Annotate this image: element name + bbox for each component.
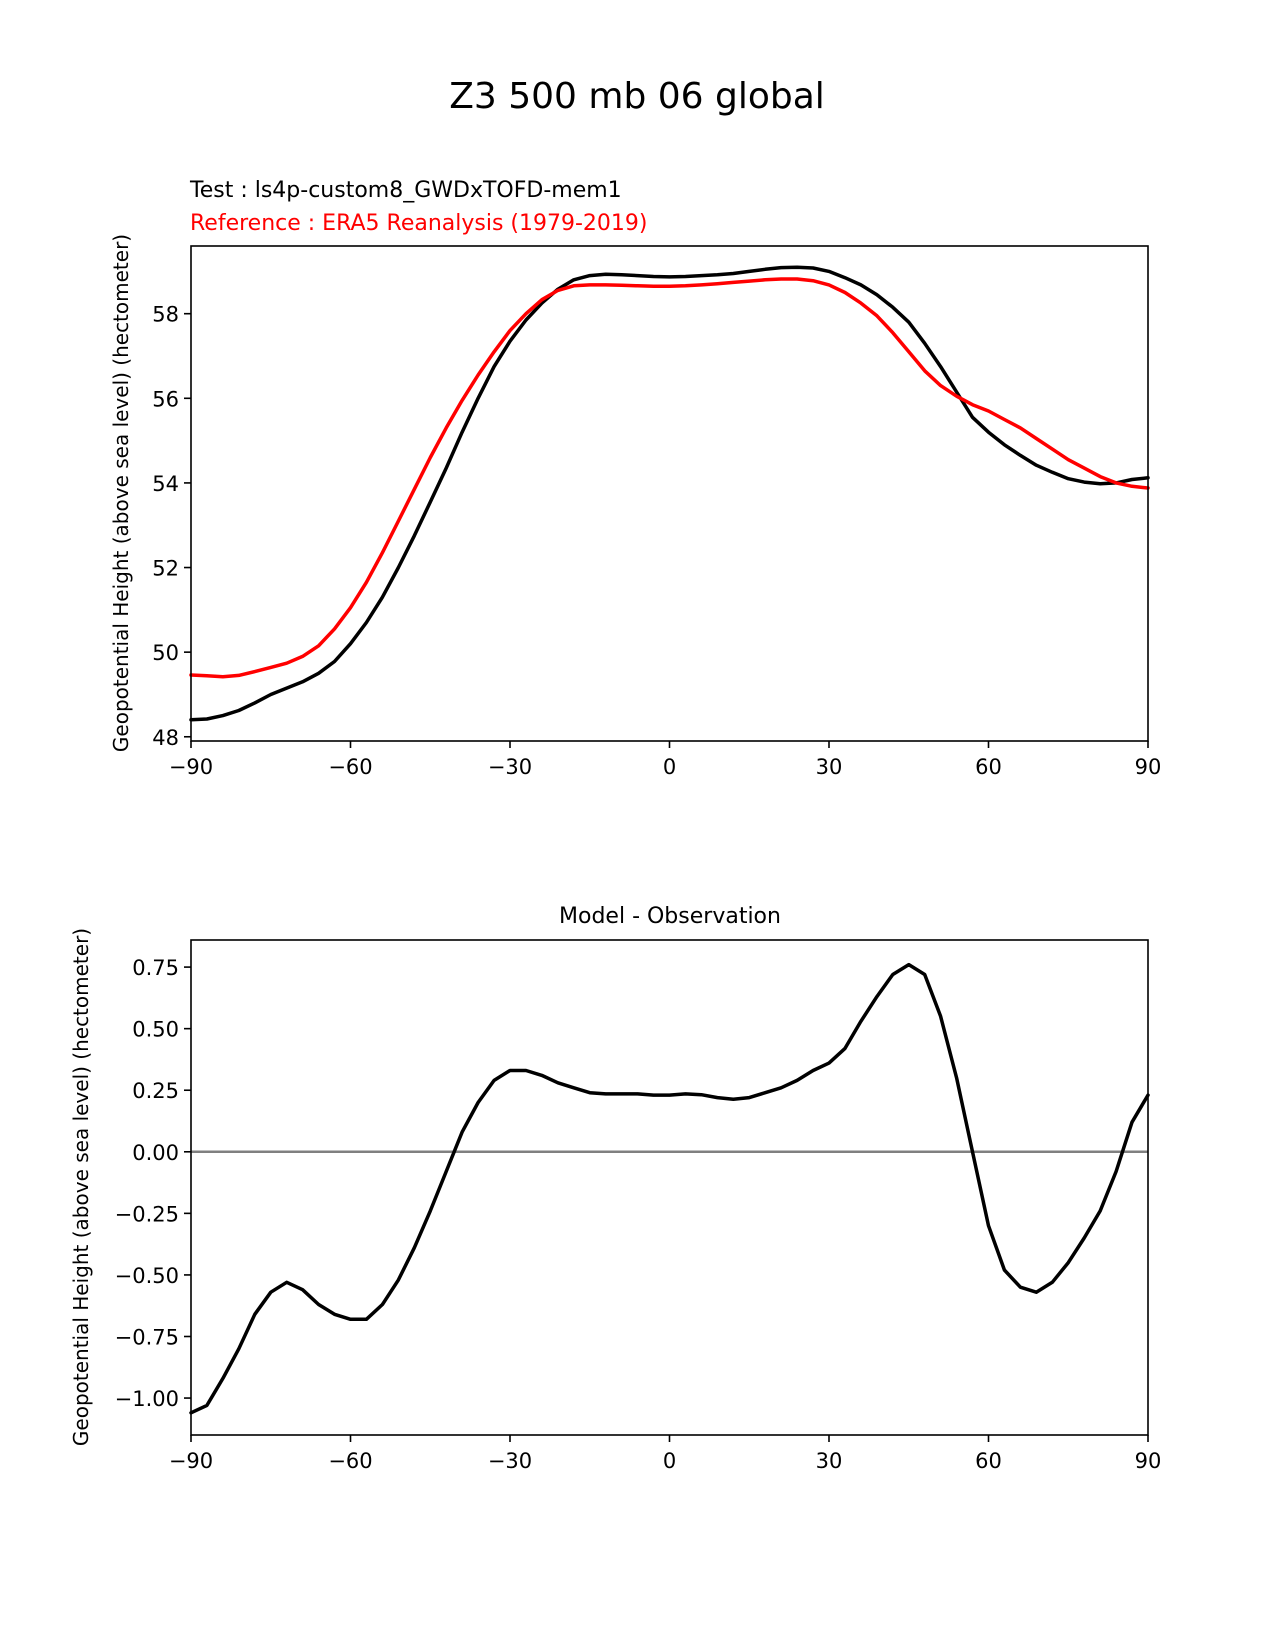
x-tick-label: −90 (169, 1449, 213, 1473)
series-line-reference (189, 277, 1150, 679)
y-tick-label: −0.50 (115, 1264, 179, 1288)
x-tick-label: −60 (328, 1449, 372, 1473)
y-axis-label: Geopotential Height (above sea level) (h… (69, 928, 93, 1446)
bottom-panel: −90 −60 −30 0 30 60 90 0.75 0.50 0.25 0.00 −0.25 −0.… (69, 928, 1161, 1473)
x-tick-label: 0 (663, 1449, 676, 1473)
y-tick-label: 0.50 (132, 1018, 179, 1042)
figure-title: Z3 500 mb 06 global (449, 76, 825, 117)
y-tick-label: 54 (152, 472, 179, 496)
y-tick-label: −0.25 (115, 1202, 179, 1226)
y-tick-label: −1.00 (115, 1387, 179, 1411)
x-tick-label: −60 (328, 755, 372, 779)
x-tick-label: 30 (816, 1449, 843, 1473)
y-tick-label: 0.25 (132, 1079, 179, 1103)
x-tick-label: 60 (975, 1449, 1002, 1473)
x-tick-label: −30 (488, 755, 532, 779)
x-tick-label: 90 (1135, 1449, 1162, 1473)
y-axis-label: Geopotential Height (above sea level) (h… (109, 234, 133, 752)
x-tick-label: −90 (169, 755, 213, 779)
difference-title: Model - Observation (559, 904, 781, 929)
y-tick-label: −0.75 (115, 1325, 179, 1349)
axes-frame (190, 939, 1149, 1436)
y-tick-label: 58 (152, 303, 179, 327)
y-tick-label: 48 (152, 726, 179, 750)
test-label: Test : ls4p-custom8_GWDxTOFD-mem1 (189, 178, 622, 203)
y-tick-label: 52 (152, 557, 179, 581)
x-tick-label: 0 (663, 755, 676, 779)
axes-frame (190, 245, 1149, 742)
top-panel: −90 −60 −30 0 30 60 90 48 50 52 54 56 58 Geopotential… (109, 234, 1161, 779)
x-tick-label: −30 (488, 1449, 532, 1473)
x-tick-label: 30 (816, 755, 843, 779)
x-tick-label: 60 (975, 755, 1002, 779)
y-tick-label: 0.75 (132, 956, 179, 980)
reference-label: Reference : ERA5 Reanalysis (1979-2019) (190, 211, 648, 236)
y-tick-label: 0.00 (132, 1141, 179, 1165)
y-tick-label: 50 (152, 641, 179, 665)
series-line-model-observation (189, 962, 1150, 1415)
y-tick-label: 56 (152, 387, 179, 411)
x-tick-label: 90 (1135, 755, 1162, 779)
series-line-test (189, 265, 1150, 722)
